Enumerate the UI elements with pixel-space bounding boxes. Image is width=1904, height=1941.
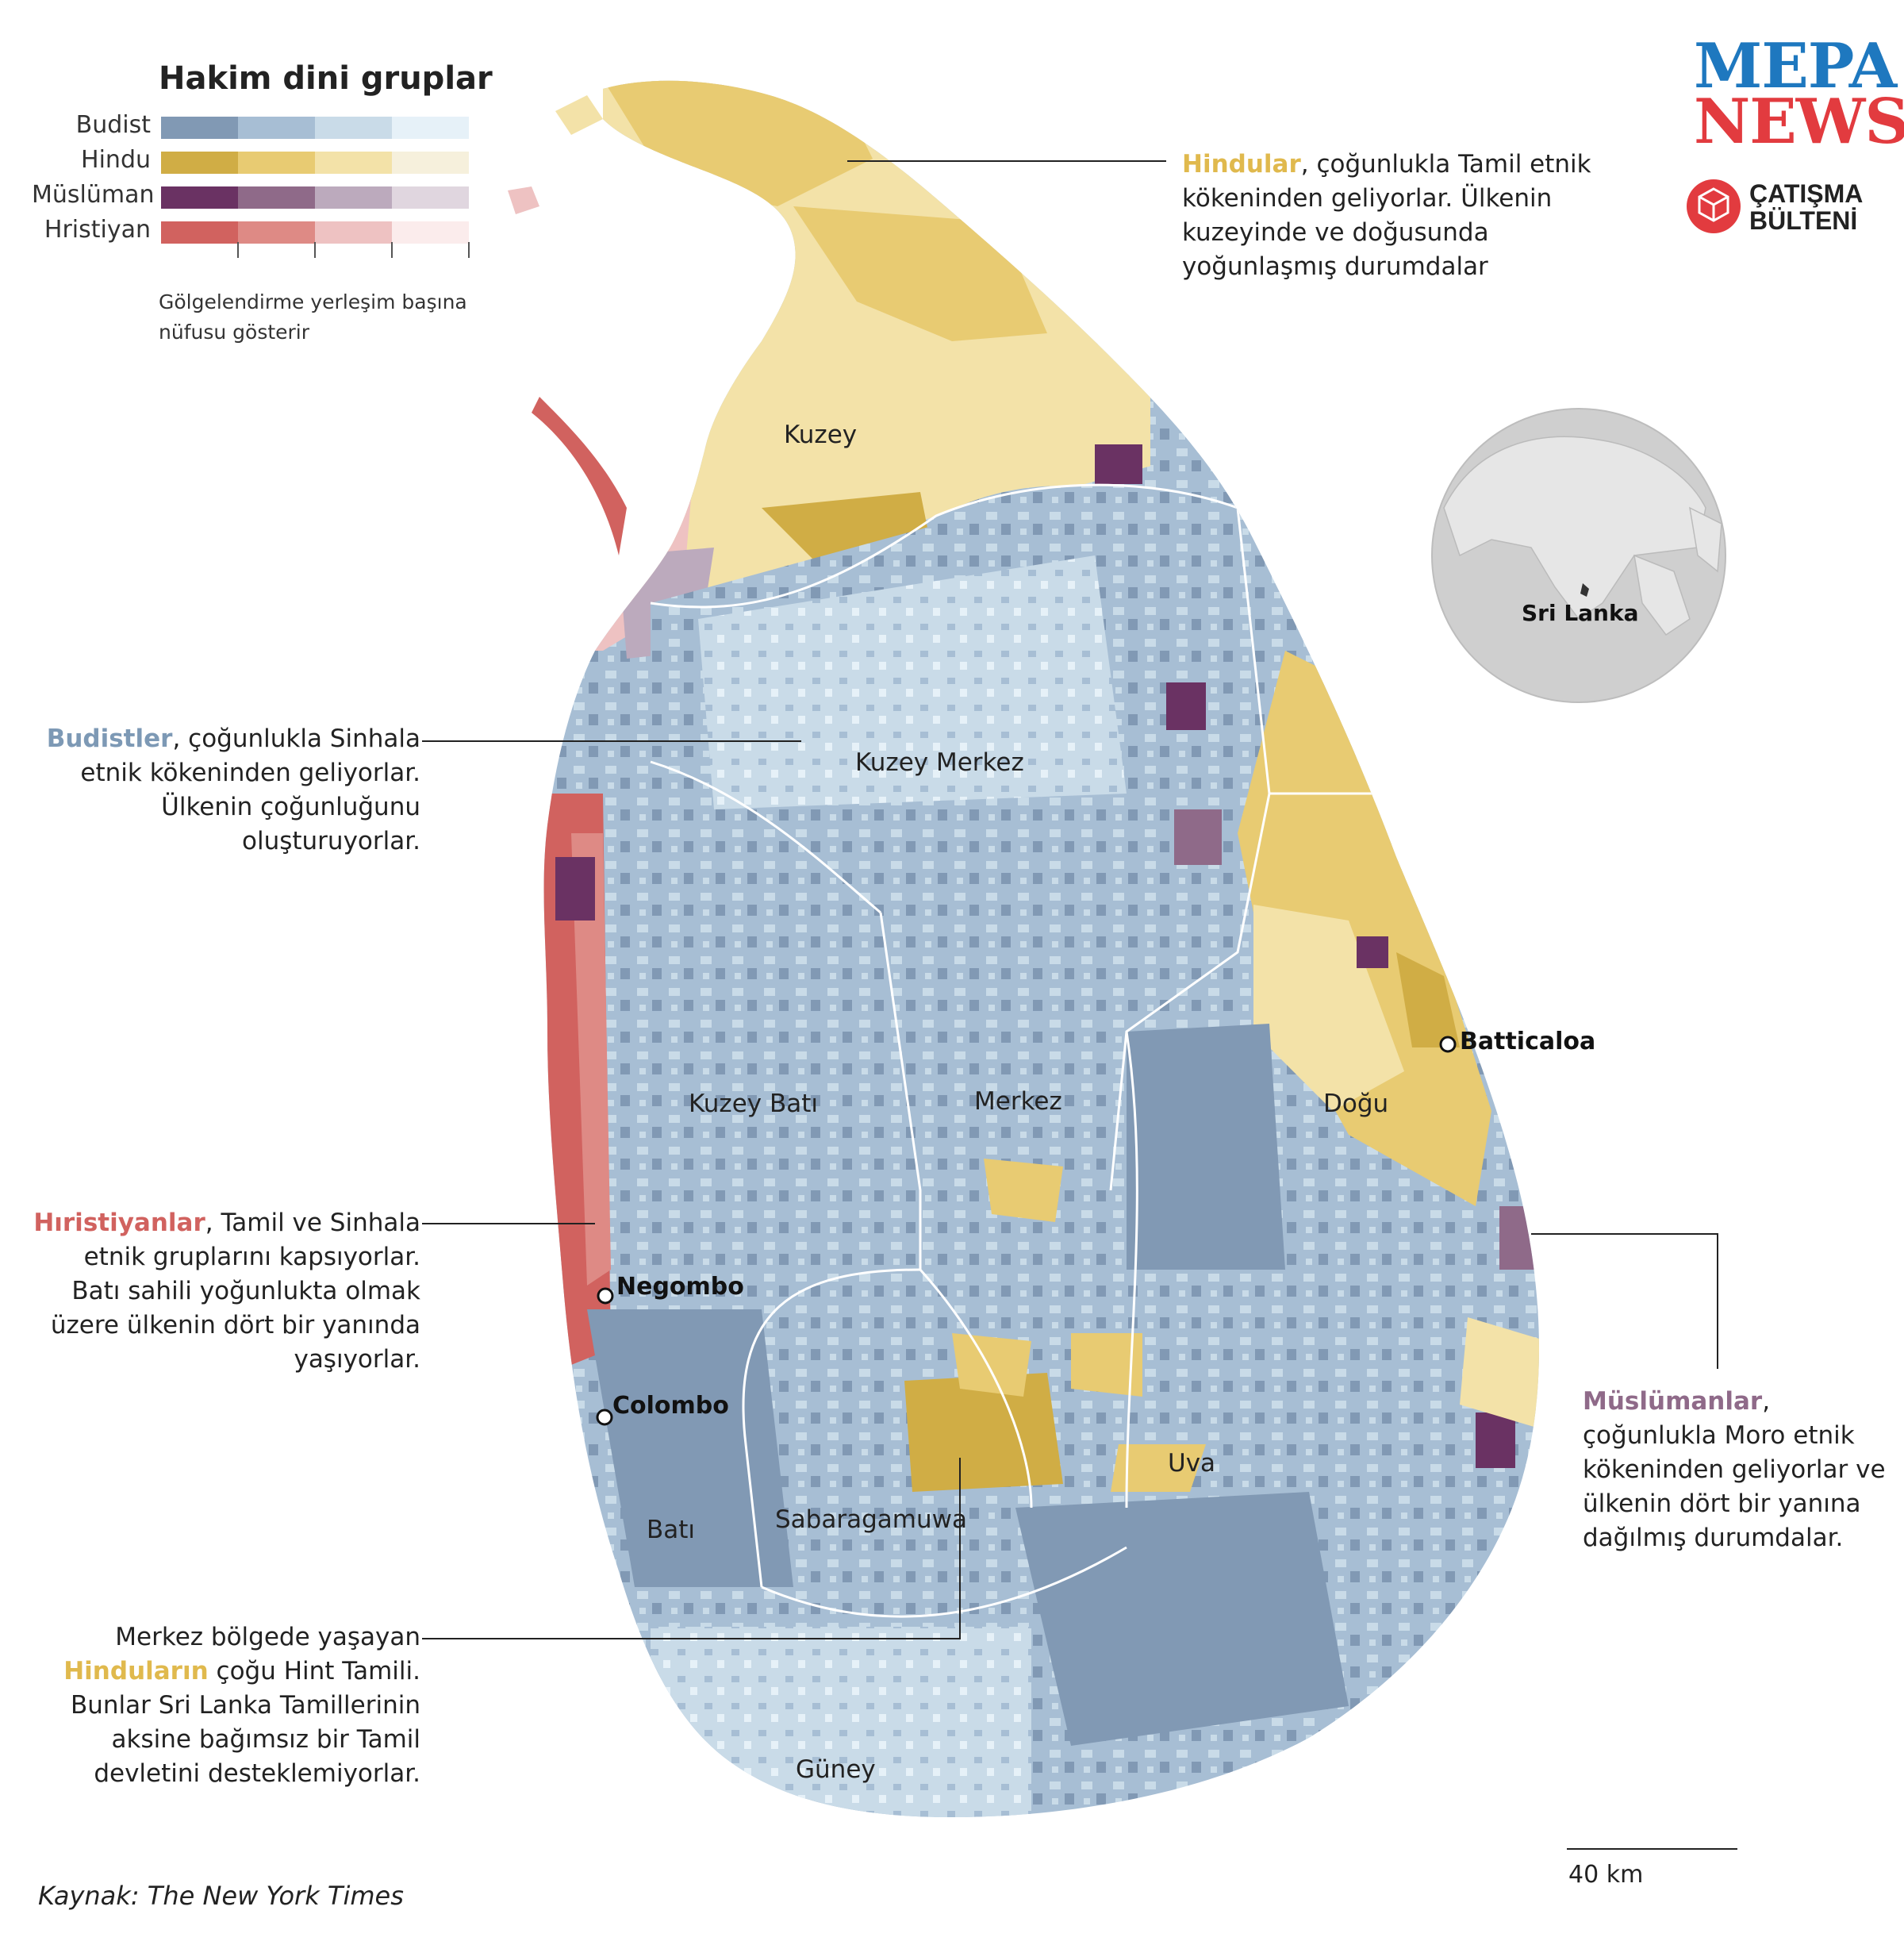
annotation-buddhist-highlight: Budistler (46, 725, 173, 753)
region-label-uva: Uva (1168, 1449, 1216, 1478)
legend-swatch (392, 117, 469, 139)
legend-label-christian: Hristiyan (44, 216, 151, 244)
legend-swatch (392, 152, 469, 174)
region-label-east: Doğu (1323, 1090, 1389, 1118)
annotation-central-text: çoğu Hint Tamili. Bunlar Sri Lanka Tamil… (70, 1657, 420, 1788)
legend-swatch (238, 117, 315, 139)
legend-swatch (161, 152, 238, 174)
annotation-central-pre: Merkez bölgede yaşayan (115, 1623, 420, 1651)
annotation-buddhist-text: , çoğunlukla Sinhala etnik kökeninden ge… (80, 725, 420, 855)
region-label-north-west: Kuzey Batı (689, 1090, 819, 1118)
negombo-marker (597, 1287, 614, 1305)
colombo-marker (596, 1409, 613, 1426)
legend-swatch (392, 186, 469, 209)
legend-label-hindu: Hindu (81, 146, 151, 174)
legend-label-muslim: Müslüman (32, 181, 155, 209)
legend-swatch (315, 117, 392, 139)
region-label-north: Kuzey (784, 421, 858, 449)
legend-swatch (238, 221, 315, 244)
legend-swatch (392, 221, 469, 244)
batticaloa-marker (1439, 1036, 1457, 1053)
brand-news: NEWS (1694, 86, 1904, 158)
brand-catisma: ÇATIŞMA (1749, 179, 1864, 208)
annotation-hindu-text: , çoğunlukla Tamil etnik kökeninden geli… (1182, 150, 1591, 281)
annotation-hindu: Hindular, çoğunlukla Tamil etnik kökenin… (1182, 148, 1595, 284)
legend-swatch (161, 221, 238, 244)
city-label-colombo: Colombo (612, 1392, 729, 1420)
brand-bulteni: BÜLTENİ (1749, 206, 1858, 235)
region-label-south: Güney (796, 1755, 876, 1784)
sri-lanka-marker (1580, 583, 1589, 597)
source-credit: Kaynak: The New York Times (38, 1881, 404, 1911)
annotation-buddhist: Budistler, çoğunlukla Sinhala etnik köke… (32, 722, 420, 859)
annotation-central: Merkez bölgede yaşayan Hinduların çoğu H… (32, 1620, 420, 1791)
legend-swatch (238, 186, 315, 209)
region-label-central: Merkez (974, 1087, 1062, 1116)
map-regions (543, 80, 1539, 1817)
city-label-batticaloa: Batticaloa (1460, 1028, 1596, 1055)
legend-swatch (315, 186, 392, 209)
legend-swatch (315, 152, 392, 174)
legend-note: Gölgelendirme yerleşim başına nüfusu gös… (159, 290, 467, 344)
annotation-muslim-text: , çoğunlukla Moro etnik kökeninden geliy… (1583, 1387, 1886, 1552)
legend-swatch (161, 186, 238, 209)
scale-bar-label: 40 km (1568, 1861, 1644, 1889)
brand-mepa: MEPA (1694, 30, 1897, 102)
legend-swatch (238, 152, 315, 174)
legend-swatch (161, 117, 238, 139)
legend-swatches (161, 117, 469, 244)
region-label-west: Batı (647, 1516, 696, 1544)
region-label-north-central: Kuzey Merkez (855, 748, 1024, 777)
annotation-christian-highlight: Hıristiyanlar (33, 1209, 205, 1237)
globe-inset (1431, 408, 1726, 703)
annotation-christian: Hıristiyanlar, Tamil ve Sinhala etnik gr… (32, 1206, 420, 1377)
annotation-muslim: Müslümanlar, çoğunlukla Moro etnik köken… (1583, 1385, 1888, 1555)
leader-lines (422, 160, 1737, 1850)
legend-swatch (315, 221, 392, 244)
legend-title: Hakim dini gruplar (159, 60, 493, 97)
hexagon-logo-icon (1687, 179, 1741, 233)
region-label-sabaragamuwa: Sabaragamuwa (775, 1505, 967, 1534)
annotation-central-highlight: Hinduların (63, 1657, 209, 1685)
legend-label-budist: Budist (75, 111, 151, 139)
annotation-christian-text: , Tamil ve Sinhala etnik gruplarını kaps… (50, 1209, 420, 1374)
city-label-negombo: Negombo (616, 1273, 744, 1301)
globe-label-sri-lanka: Sri Lanka (1522, 600, 1639, 626)
annotation-muslim-highlight: Müslümanlar (1583, 1387, 1763, 1416)
annotation-hindu-highlight: Hindular (1182, 150, 1301, 179)
